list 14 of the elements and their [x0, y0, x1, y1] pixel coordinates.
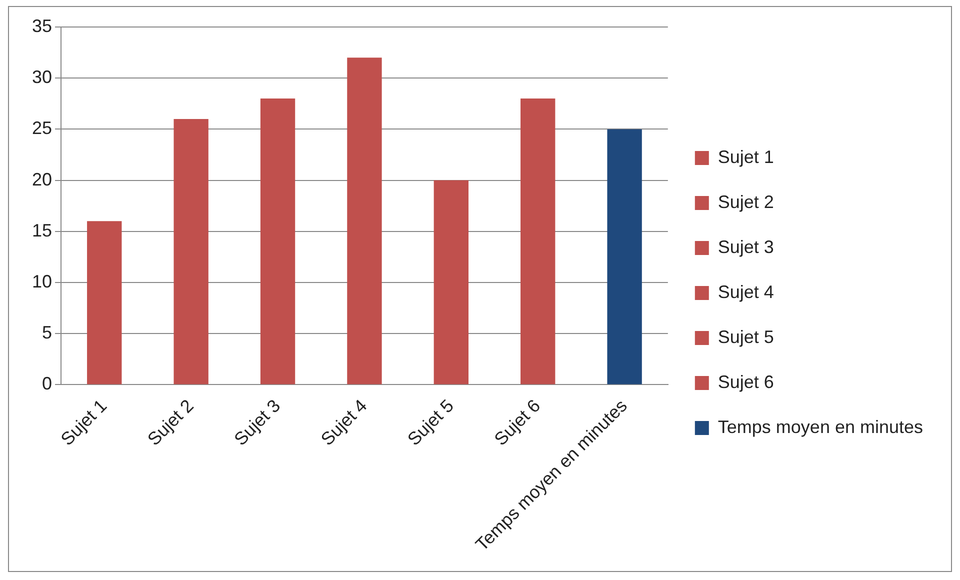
- y-tick-label: 0: [42, 374, 52, 394]
- legend-label: Sujet 6: [718, 372, 774, 392]
- y-tick-label: 25: [32, 118, 52, 138]
- y-tick-label: 15: [32, 220, 52, 240]
- legend-label: Sujet 1: [718, 146, 774, 167]
- y-tick-label: 35: [32, 16, 52, 36]
- legend-label: Sujet 2: [718, 192, 774, 212]
- y-tick-label: 10: [32, 271, 52, 292]
- legend-label: Sujet 5: [718, 326, 774, 347]
- legend-label: Sujet 4: [718, 282, 774, 302]
- y-tick-label: 30: [32, 67, 52, 88]
- legend-label: Sujet 3: [718, 236, 774, 257]
- y-tick-label: 5: [42, 322, 52, 343]
- y-tick-label: 20: [32, 169, 52, 190]
